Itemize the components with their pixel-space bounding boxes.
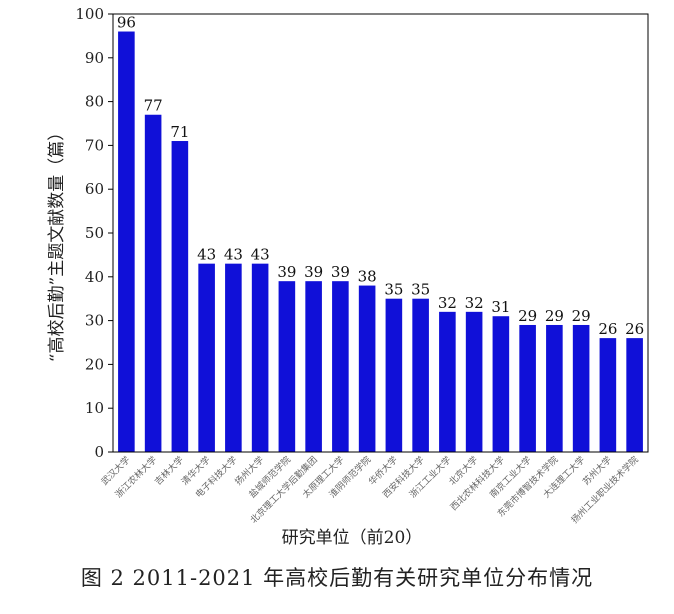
bar	[171, 141, 189, 452]
data-label: 32	[465, 294, 484, 312]
y-tick-label: 90	[85, 49, 104, 67]
bar	[546, 324, 563, 452]
data-label: 32	[438, 294, 457, 312]
bar	[599, 338, 617, 452]
bar	[519, 324, 536, 452]
data-label: 29	[572, 307, 591, 325]
y-tick-label: 20	[85, 355, 104, 373]
y-axis-ticks: 0 10 20 30 40 50 60 70 80 90 100	[75, 5, 113, 461]
category-labels: 武汉大学浙江农林大学吉林大学清华大学电子科技大学扬州大学盐城师范学院北京理工大学…	[99, 454, 641, 526]
y-tick-label: 10	[85, 399, 104, 417]
y-tick-label: 40	[85, 268, 104, 286]
y-tick-label: 70	[85, 136, 104, 154]
bar	[225, 263, 242, 452]
bar	[332, 281, 349, 452]
bar	[251, 263, 269, 452]
bar	[572, 324, 590, 452]
bars	[118, 31, 643, 453]
bar	[305, 281, 322, 452]
x-axis-title: 研究单位（前20）	[282, 528, 423, 548]
bar-chart: 0 10 20 30 40 50 60 70 80 90 100 96 77 71 43 43 43 39 39 3…	[47, 5, 649, 548]
data-label: 39	[277, 263, 296, 281]
data-label: 43	[251, 246, 270, 264]
data-label: 43	[197, 246, 216, 264]
y-axis-title: “高校后勤”主题文献数量（篇）	[47, 124, 67, 362]
y-tick-label: 50	[85, 224, 104, 242]
data-label: 35	[384, 281, 403, 299]
y-tick-label: 0	[94, 443, 104, 461]
data-label: 38	[358, 268, 377, 286]
data-label: 26	[598, 320, 617, 338]
y-tick-label: 30	[85, 312, 104, 330]
bar	[412, 298, 429, 452]
data-label: 29	[545, 307, 564, 325]
data-label: 39	[304, 263, 323, 281]
bar	[358, 285, 376, 452]
data-label: 29	[518, 307, 537, 325]
bar	[626, 338, 643, 452]
data-label: 43	[224, 246, 243, 264]
bar	[198, 263, 215, 452]
y-tick-label: 80	[85, 93, 104, 111]
data-label: 96	[117, 14, 136, 32]
data-labels: 96 77 71 43 43 43 39 39 39 38 35 35 32 32 31 29 29 29 26 26	[117, 14, 644, 339]
bar	[144, 114, 162, 453]
data-label: 77	[144, 97, 163, 115]
data-label: 35	[411, 281, 430, 299]
plot-frame	[112, 13, 649, 453]
data-label: 39	[331, 263, 350, 281]
bar	[465, 311, 483, 452]
y-tick-label: 100	[75, 5, 104, 23]
data-label: 31	[491, 298, 510, 316]
bar	[385, 298, 403, 452]
y-tick-label: 60	[85, 180, 104, 198]
bar	[278, 281, 296, 452]
figure-caption: 图 2 2011-2021 年高校后勤有关研究单位分布情况	[80, 566, 594, 590]
bar	[439, 311, 456, 452]
bar	[118, 31, 135, 453]
data-label: 71	[170, 123, 189, 141]
data-label: 26	[625, 320, 644, 338]
bar	[492, 316, 510, 452]
